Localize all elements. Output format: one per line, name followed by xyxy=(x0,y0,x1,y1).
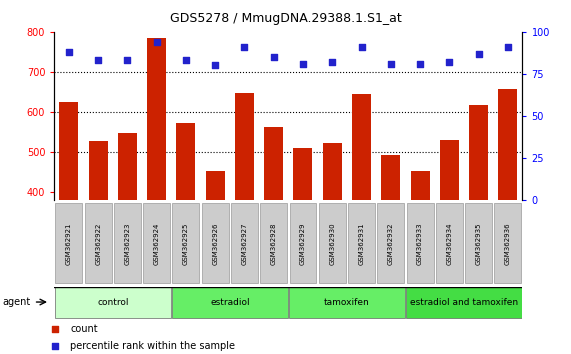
Bar xyxy=(411,171,429,352)
Text: GSM362932: GSM362932 xyxy=(388,222,394,265)
Text: GSM362928: GSM362928 xyxy=(271,222,277,265)
Bar xyxy=(323,143,342,352)
Text: agent: agent xyxy=(3,297,31,307)
Point xyxy=(503,44,512,50)
Bar xyxy=(118,133,137,352)
Bar xyxy=(440,140,459,352)
Text: percentile rank within the sample: percentile rank within the sample xyxy=(70,341,235,351)
Text: GSM362925: GSM362925 xyxy=(183,222,189,264)
FancyBboxPatch shape xyxy=(289,287,405,318)
FancyBboxPatch shape xyxy=(289,204,316,283)
Point xyxy=(269,54,278,60)
Text: GSM362933: GSM362933 xyxy=(417,222,423,265)
FancyBboxPatch shape xyxy=(114,204,141,283)
Point xyxy=(152,39,161,45)
FancyBboxPatch shape xyxy=(172,204,199,283)
Point xyxy=(123,58,132,63)
FancyBboxPatch shape xyxy=(465,204,492,283)
Text: tamoxifen: tamoxifen xyxy=(324,298,370,307)
Point xyxy=(416,61,425,67)
Text: GSM362927: GSM362927 xyxy=(242,222,247,265)
Point xyxy=(182,58,191,63)
FancyBboxPatch shape xyxy=(55,204,82,283)
FancyBboxPatch shape xyxy=(406,287,522,318)
Text: GDS5278 / MmugDNA.29388.1.S1_at: GDS5278 / MmugDNA.29388.1.S1_at xyxy=(170,12,401,25)
Text: GSM362936: GSM362936 xyxy=(505,222,511,265)
Point xyxy=(445,59,454,65)
Point xyxy=(65,49,74,55)
Text: GSM362924: GSM362924 xyxy=(154,222,160,264)
FancyBboxPatch shape xyxy=(55,287,171,318)
Point xyxy=(299,61,308,67)
Bar xyxy=(293,148,312,352)
FancyBboxPatch shape xyxy=(407,204,433,283)
Bar xyxy=(235,93,254,352)
Point xyxy=(240,44,249,50)
FancyBboxPatch shape xyxy=(436,204,463,283)
Bar xyxy=(381,155,400,352)
Text: GSM362929: GSM362929 xyxy=(300,222,306,265)
Bar xyxy=(176,123,195,352)
Point xyxy=(328,59,337,65)
Text: GSM362931: GSM362931 xyxy=(359,222,364,265)
Bar xyxy=(469,105,488,352)
FancyBboxPatch shape xyxy=(202,204,228,283)
FancyBboxPatch shape xyxy=(143,204,170,283)
Text: estradiol and tamoxifen: estradiol and tamoxifen xyxy=(410,298,518,307)
Bar xyxy=(147,38,166,352)
Text: GSM362930: GSM362930 xyxy=(329,222,335,265)
Point xyxy=(473,263,482,268)
Point xyxy=(357,44,366,50)
Text: GSM362934: GSM362934 xyxy=(447,222,452,265)
Point xyxy=(211,63,220,68)
Bar xyxy=(352,94,371,352)
Text: count: count xyxy=(70,324,98,333)
Text: GSM362926: GSM362926 xyxy=(212,222,218,265)
Bar xyxy=(264,127,283,352)
Bar xyxy=(206,171,225,352)
FancyBboxPatch shape xyxy=(377,204,404,283)
Point xyxy=(386,61,395,67)
FancyBboxPatch shape xyxy=(231,204,258,283)
Point xyxy=(473,102,482,107)
FancyBboxPatch shape xyxy=(348,204,375,283)
Text: control: control xyxy=(97,298,128,307)
Bar xyxy=(498,89,517,352)
Point xyxy=(474,51,483,57)
Text: GSM362921: GSM362921 xyxy=(66,222,72,265)
FancyBboxPatch shape xyxy=(260,204,287,283)
Text: GSM362935: GSM362935 xyxy=(476,222,481,265)
Text: GSM362923: GSM362923 xyxy=(124,222,130,265)
FancyBboxPatch shape xyxy=(85,204,111,283)
FancyBboxPatch shape xyxy=(494,204,521,283)
Bar xyxy=(89,141,108,352)
FancyBboxPatch shape xyxy=(319,204,345,283)
Text: GSM362922: GSM362922 xyxy=(95,222,101,264)
Point xyxy=(94,58,103,63)
Text: estradiol: estradiol xyxy=(210,298,250,307)
FancyBboxPatch shape xyxy=(172,287,288,318)
Bar xyxy=(59,102,78,352)
